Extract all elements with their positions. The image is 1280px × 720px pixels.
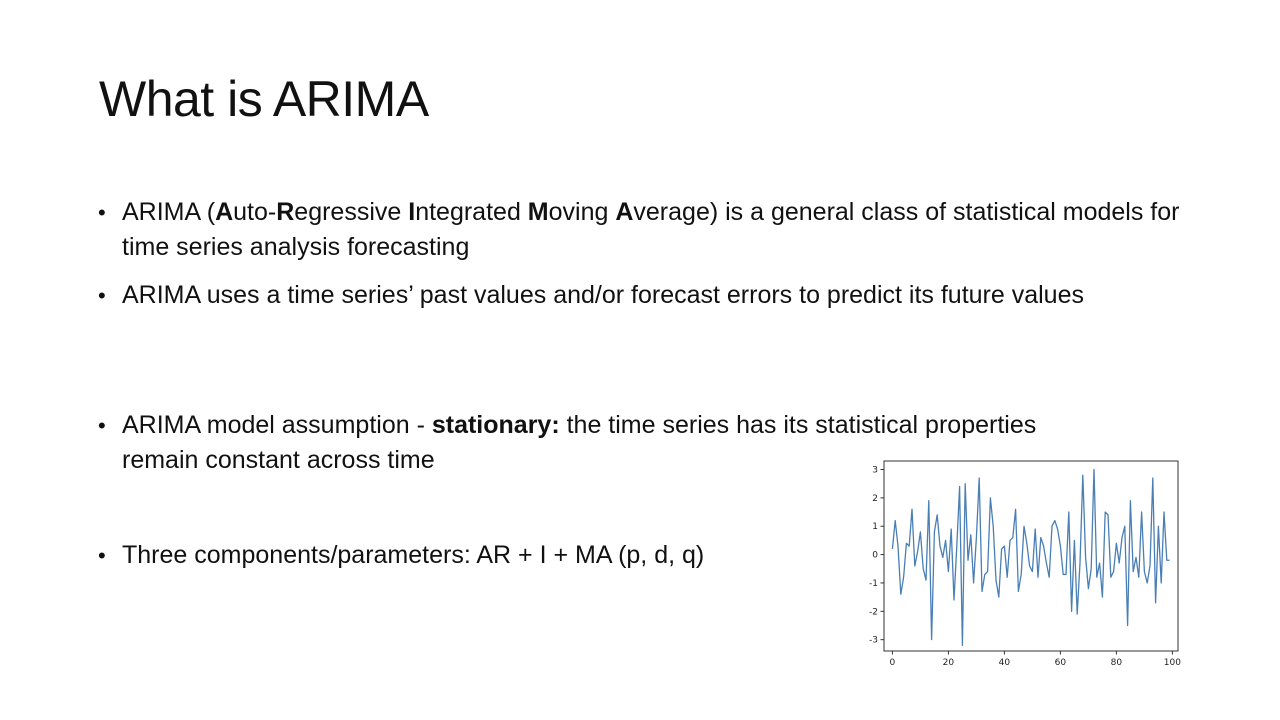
bullet-text-bold-run: A [215,198,234,226]
bullet-item-arima-definition: • ARIMA (Auto-Regressive Integrated Movi… [98,195,1182,265]
bullet-text-run: ARIMA uses a time series’ past values an… [122,281,1084,309]
bullet-text-bold-run: stationary: [431,411,560,439]
bullet-text: Three components/parameters: AR + I + MA… [122,538,842,573]
y-tick-label: 2 [872,494,878,504]
bullet-text-run: verage) is a general class of statistica… [122,198,1180,261]
x-tick-label: 60 [1055,658,1067,668]
x-tick-label: 0 [890,658,896,668]
bullet-glyph: • [98,543,106,568]
bullet-text-bold-run: I [408,198,416,226]
bullet-text-run: oving [548,198,616,226]
bullet-item-arima-uses: • ARIMA uses a time series’ past values … [98,278,1182,313]
bullet-text-run: the time series has its statistical prop… [122,411,1037,474]
bullet-glyph: • [98,200,106,225]
bullet-text-bold-run: A [615,198,634,226]
x-tick-label: 100 [1164,658,1181,668]
bullet-text-run: ARIMA ( [122,198,216,226]
bullet-text-run: Three components/parameters: AR + I + MA… [122,541,705,569]
bullet-text-run: egressive [294,198,409,226]
x-tick-label: 40 [999,658,1011,668]
chart-svg: 3 2 1 0 -1 -2 -3 0 20 40 60 80 100 [869,460,1181,668]
x-tick-label: 20 [943,658,955,668]
bullet-glyph: • [98,413,106,438]
y-tick-label: 0 [872,551,878,561]
series-line [891,468,1170,646]
slide-title: What is ARIMA [99,71,429,127]
bullet-glyph: • [98,283,106,308]
bullet-text: ARIMA model assumption - stationary: the… [122,408,1062,478]
y-tick-label: -3 [869,636,878,646]
bullet-text-bold-run: R [276,198,295,226]
y-tick-label: 3 [872,466,878,476]
bullet-text-run: ntegrated [415,198,528,226]
x-tick-label: 80 [1111,658,1123,668]
bullet-text: ARIMA (Auto-Regressive Integrated Moving… [122,195,1182,265]
bullet-item-assumption: • ARIMA model assumption - stationary: t… [98,408,1062,478]
y-tick-label: -2 [869,607,878,617]
plot-frame [883,460,1179,652]
y-tick-label: 1 [872,522,878,532]
bullet-text-bold-run: M [527,198,549,226]
bullet-text-run: ARIMA model assumption - [122,411,432,439]
time-series-chart: 3 2 1 0 -1 -2 -3 0 20 40 60 80 100 [852,455,1184,671]
y-tick-label: -1 [869,579,878,589]
bullet-item-components: • Three components/parameters: AR + I + … [98,538,842,573]
bullet-text: ARIMA uses a time series’ past values an… [122,278,1182,313]
bullet-text-run: uto- [233,198,277,226]
